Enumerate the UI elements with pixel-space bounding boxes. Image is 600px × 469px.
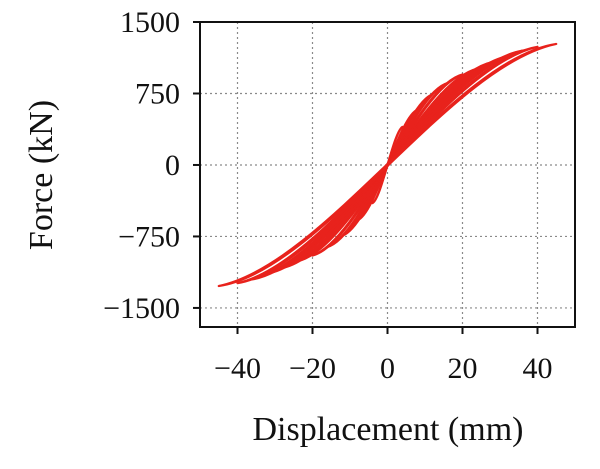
hysteresis-loops — [217, 42, 558, 288]
y-tick-label: 0 — [165, 149, 180, 182]
x-tick-label: −20 — [289, 352, 336, 385]
x-tick-labels: −40 −20 0 20 40 — [214, 352, 552, 385]
y-axis-label: Force (kN) — [23, 100, 60, 250]
hysteresis-loop — [217, 42, 558, 288]
y-tick-label: −750 — [118, 220, 180, 253]
hysteresis-loop — [371, 125, 404, 205]
x-tick-label: −40 — [214, 352, 261, 385]
x-tick-label: 40 — [523, 352, 553, 385]
x-tick-label: 0 — [380, 352, 395, 385]
y-tick-label: −1500 — [103, 292, 180, 325]
y-tick-labels: 1500 750 0 −750 −1500 — [103, 6, 180, 325]
x-tick-label: 20 — [448, 352, 478, 385]
grid — [200, 21, 575, 327]
ticks — [193, 21, 539, 334]
hysteresis-loop — [236, 45, 539, 285]
y-tick-label: 1500 — [120, 6, 180, 39]
x-axis-label: Displacement (mm) — [253, 411, 524, 448]
y-tick-label: 750 — [135, 77, 180, 110]
